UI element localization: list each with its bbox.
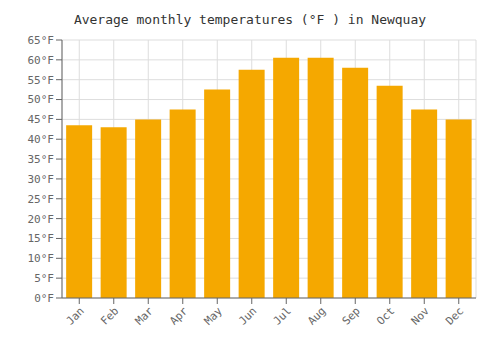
svg-text:25°F: 25°F (28, 193, 55, 206)
svg-text:15°F: 15°F (28, 232, 55, 245)
svg-text:Nov: Nov (409, 304, 433, 328)
html-text:Average monthly temperatures (: Average monthly temperatures (°F ) in Ne… (73, 12, 427, 27)
svg-text:Dec: Dec (443, 304, 466, 327)
svg-text:65°F: 65°F (28, 34, 55, 47)
svg-text:Aug: Aug (305, 304, 328, 327)
svg-text:35°F: 35°F (28, 153, 55, 166)
svg-text:5°F: 5°F (34, 272, 54, 285)
svg-text:Mar: Mar (133, 304, 157, 328)
svg-text:45°F: 45°F (28, 113, 55, 126)
svg-text:50°F: 50°F (28, 93, 55, 106)
svg-text:Feb: Feb (98, 304, 121, 327)
svg-text:May: May (202, 304, 226, 328)
svg-text:Oct: Oct (374, 304, 397, 327)
svg-text:20°F: 20°F (28, 213, 55, 226)
svg-text:Sep: Sep (340, 304, 363, 327)
svg-text:40°F: 40°F (28, 133, 55, 146)
svg-text:60°F: 60°F (28, 54, 55, 67)
svg-text:Jun: Jun (236, 304, 259, 327)
svg-text:55°F: 55°F (28, 74, 55, 87)
svg-text:30°F: 30°F (28, 173, 55, 186)
svg-text:10°F: 10°F (28, 252, 55, 265)
svg-text:Apr: Apr (167, 304, 191, 328)
svg-text:0°F: 0°F (34, 292, 54, 305)
svg-text:Jul: Jul (271, 304, 294, 327)
svg-text:Jan: Jan (64, 304, 87, 327)
